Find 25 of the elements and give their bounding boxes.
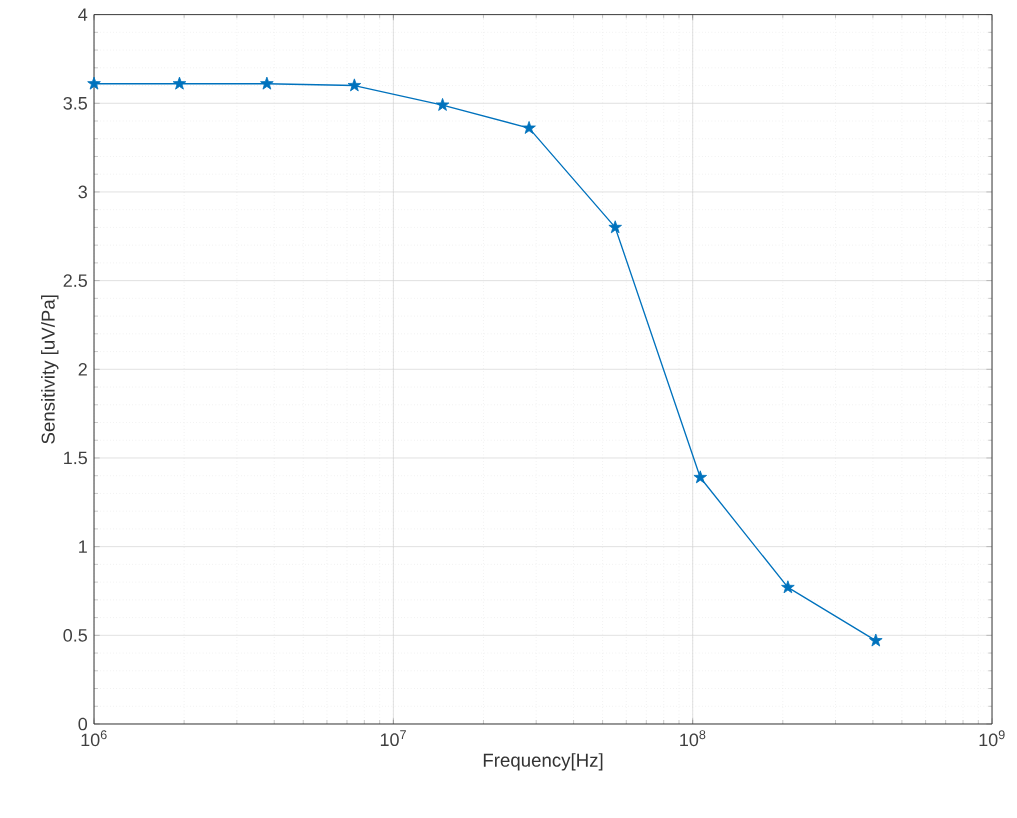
x-tick-label: 10$^{8}$: [680, 730, 706, 747]
x-tick-label: 10$^{6}$: [81, 730, 107, 747]
point: [347, 78, 362, 92]
y-tick-label: 3.5: [63, 96, 88, 110]
x-axis-title: Frequency[Hz]: [483, 753, 603, 771]
y-tick-label: 0: [78, 717, 88, 731]
point: [608, 220, 622, 234]
point: [260, 76, 274, 90]
y-axis-title: Sensitivity [uV/Pa]: [41, 295, 59, 444]
point: [693, 470, 708, 484]
y-tick-label: 0.5: [63, 628, 88, 642]
point: [781, 580, 795, 594]
y-tick-label: 1: [79, 540, 87, 553]
x-tick-label: 10$^{9}$: [979, 730, 1005, 747]
point: [87, 76, 101, 90]
point: [172, 76, 187, 90]
y-tick-label: 4: [78, 8, 88, 21]
point: [522, 121, 536, 134]
point: [435, 97, 450, 111]
y-tick-label: 3: [78, 185, 87, 199]
y-tick-label: 1.5: [64, 451, 88, 465]
y-tick-label: 2.5: [63, 274, 88, 287]
point: [869, 633, 883, 647]
y-tick-label: 2: [78, 363, 87, 376]
x-tick-label: 10$^{7}$: [380, 730, 406, 747]
